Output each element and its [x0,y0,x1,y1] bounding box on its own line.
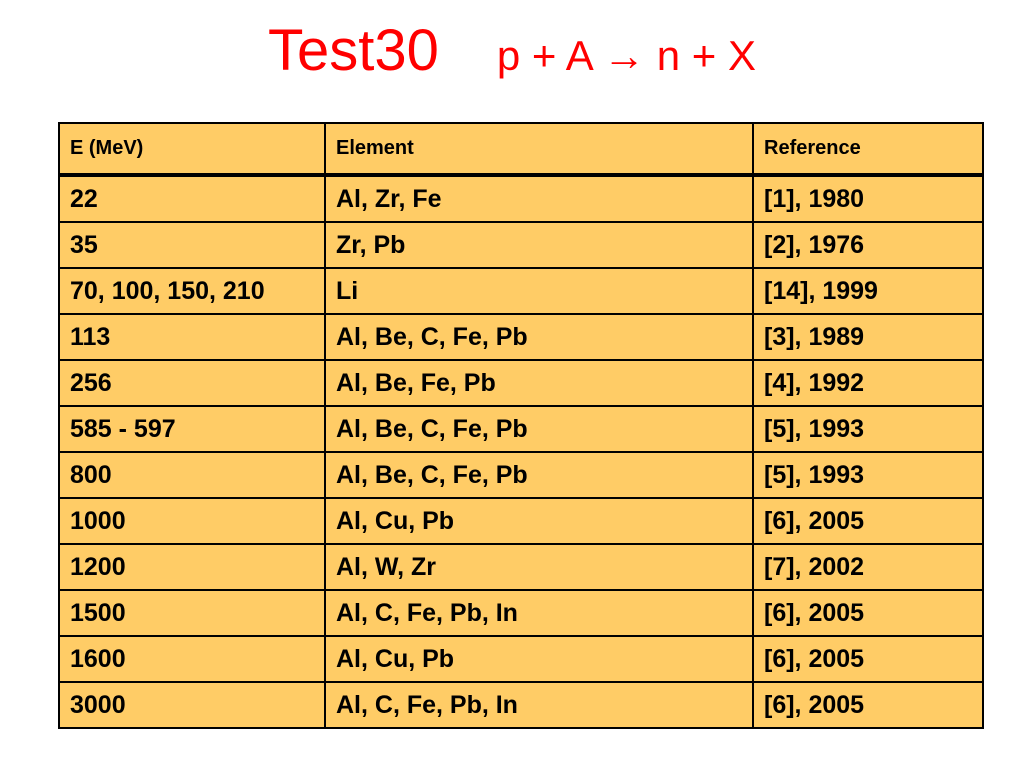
header-reference: Reference [752,122,984,177]
table-row: 1600 Al, Cu, Pb [6], 2005 [58,635,984,683]
cell-element: Al, C, Fe, Pb, In [324,681,754,729]
cell-reference: [6], 2005 [752,681,984,729]
cell-element: Al, Be, C, Fe, Pb [324,451,754,499]
cell-energy: 1000 [58,497,326,545]
cell-energy: 1200 [58,543,326,591]
table-row: 1500 Al, C, Fe, Pb, In [6], 2005 [58,589,984,637]
cell-reference: [5], 1993 [752,405,984,453]
table-row: 1200 Al, W, Zr [7], 2002 [58,543,984,591]
slide-title: Test30 p + A → n + X [0,22,1024,80]
cell-energy: 113 [58,313,326,361]
cell-element: Al, Cu, Pb [324,635,754,683]
cell-reference: [3], 1989 [752,313,984,361]
table-body: 22 Al, Zr, Fe [1], 1980 35 Zr, Pb [2], 1… [58,174,984,729]
table-row: 585 - 597 Al, Be, C, Fe, Pb [5], 1993 [58,405,984,453]
cell-reference: [6], 2005 [752,589,984,637]
cell-element: Zr, Pb [324,221,754,269]
table-header-row: E (MeV) Element Reference [58,122,984,177]
cell-element: Al, W, Zr [324,543,754,591]
cell-reference: [14], 1999 [752,267,984,315]
title-main: Test30 [267,18,439,83]
cell-reference: [1], 1980 [752,174,984,223]
cell-energy: 35 [58,221,326,269]
title-reaction: p + A → n + X [496,32,757,79]
cell-energy: 70, 100, 150, 210 [58,267,326,315]
cell-energy: 1500 [58,589,326,637]
cell-reference: [2], 1976 [752,221,984,269]
table-row: 22 Al, Zr, Fe [1], 1980 [58,174,984,223]
cell-element: Al, Cu, Pb [324,497,754,545]
table-row: 35 Zr, Pb [2], 1976 [58,221,984,269]
cell-reference: [4], 1992 [752,359,984,407]
table-row: 113 Al, Be, C, Fe, Pb [3], 1989 [58,313,984,361]
cell-element: Li [324,267,754,315]
cell-element: Al, Be, C, Fe, Pb [324,313,754,361]
header-energy: E (MeV) [58,122,326,177]
cell-energy: 1600 [58,635,326,683]
table-row: 70, 100, 150, 210 Li [14], 1999 [58,267,984,315]
table-row: 256 Al, Be, Fe, Pb [4], 1992 [58,359,984,407]
reference-table: E (MeV) Element Reference 22 Al, Zr, Fe … [58,122,984,729]
cell-element: Al, Zr, Fe [324,174,754,223]
cell-energy: 800 [58,451,326,499]
cell-element: Al, C, Fe, Pb, In [324,589,754,637]
cell-energy: 585 - 597 [58,405,326,453]
cell-reference: [7], 2002 [752,543,984,591]
cell-element: Al, Be, C, Fe, Pb [324,405,754,453]
cell-energy: 256 [58,359,326,407]
cell-energy: 22 [58,174,326,223]
cell-reference: [6], 2005 [752,635,984,683]
cell-reference: [6], 2005 [752,497,984,545]
cell-element: Al, Be, Fe, Pb [324,359,754,407]
header-element: Element [324,122,754,177]
table-row: 1000 Al, Cu, Pb [6], 2005 [58,497,984,545]
cell-energy: 3000 [58,681,326,729]
table-row: 3000 Al, C, Fe, Pb, In [6], 2005 [58,681,984,729]
table-row: 800 Al, Be, C, Fe, Pb [5], 1993 [58,451,984,499]
cell-reference: [5], 1993 [752,451,984,499]
